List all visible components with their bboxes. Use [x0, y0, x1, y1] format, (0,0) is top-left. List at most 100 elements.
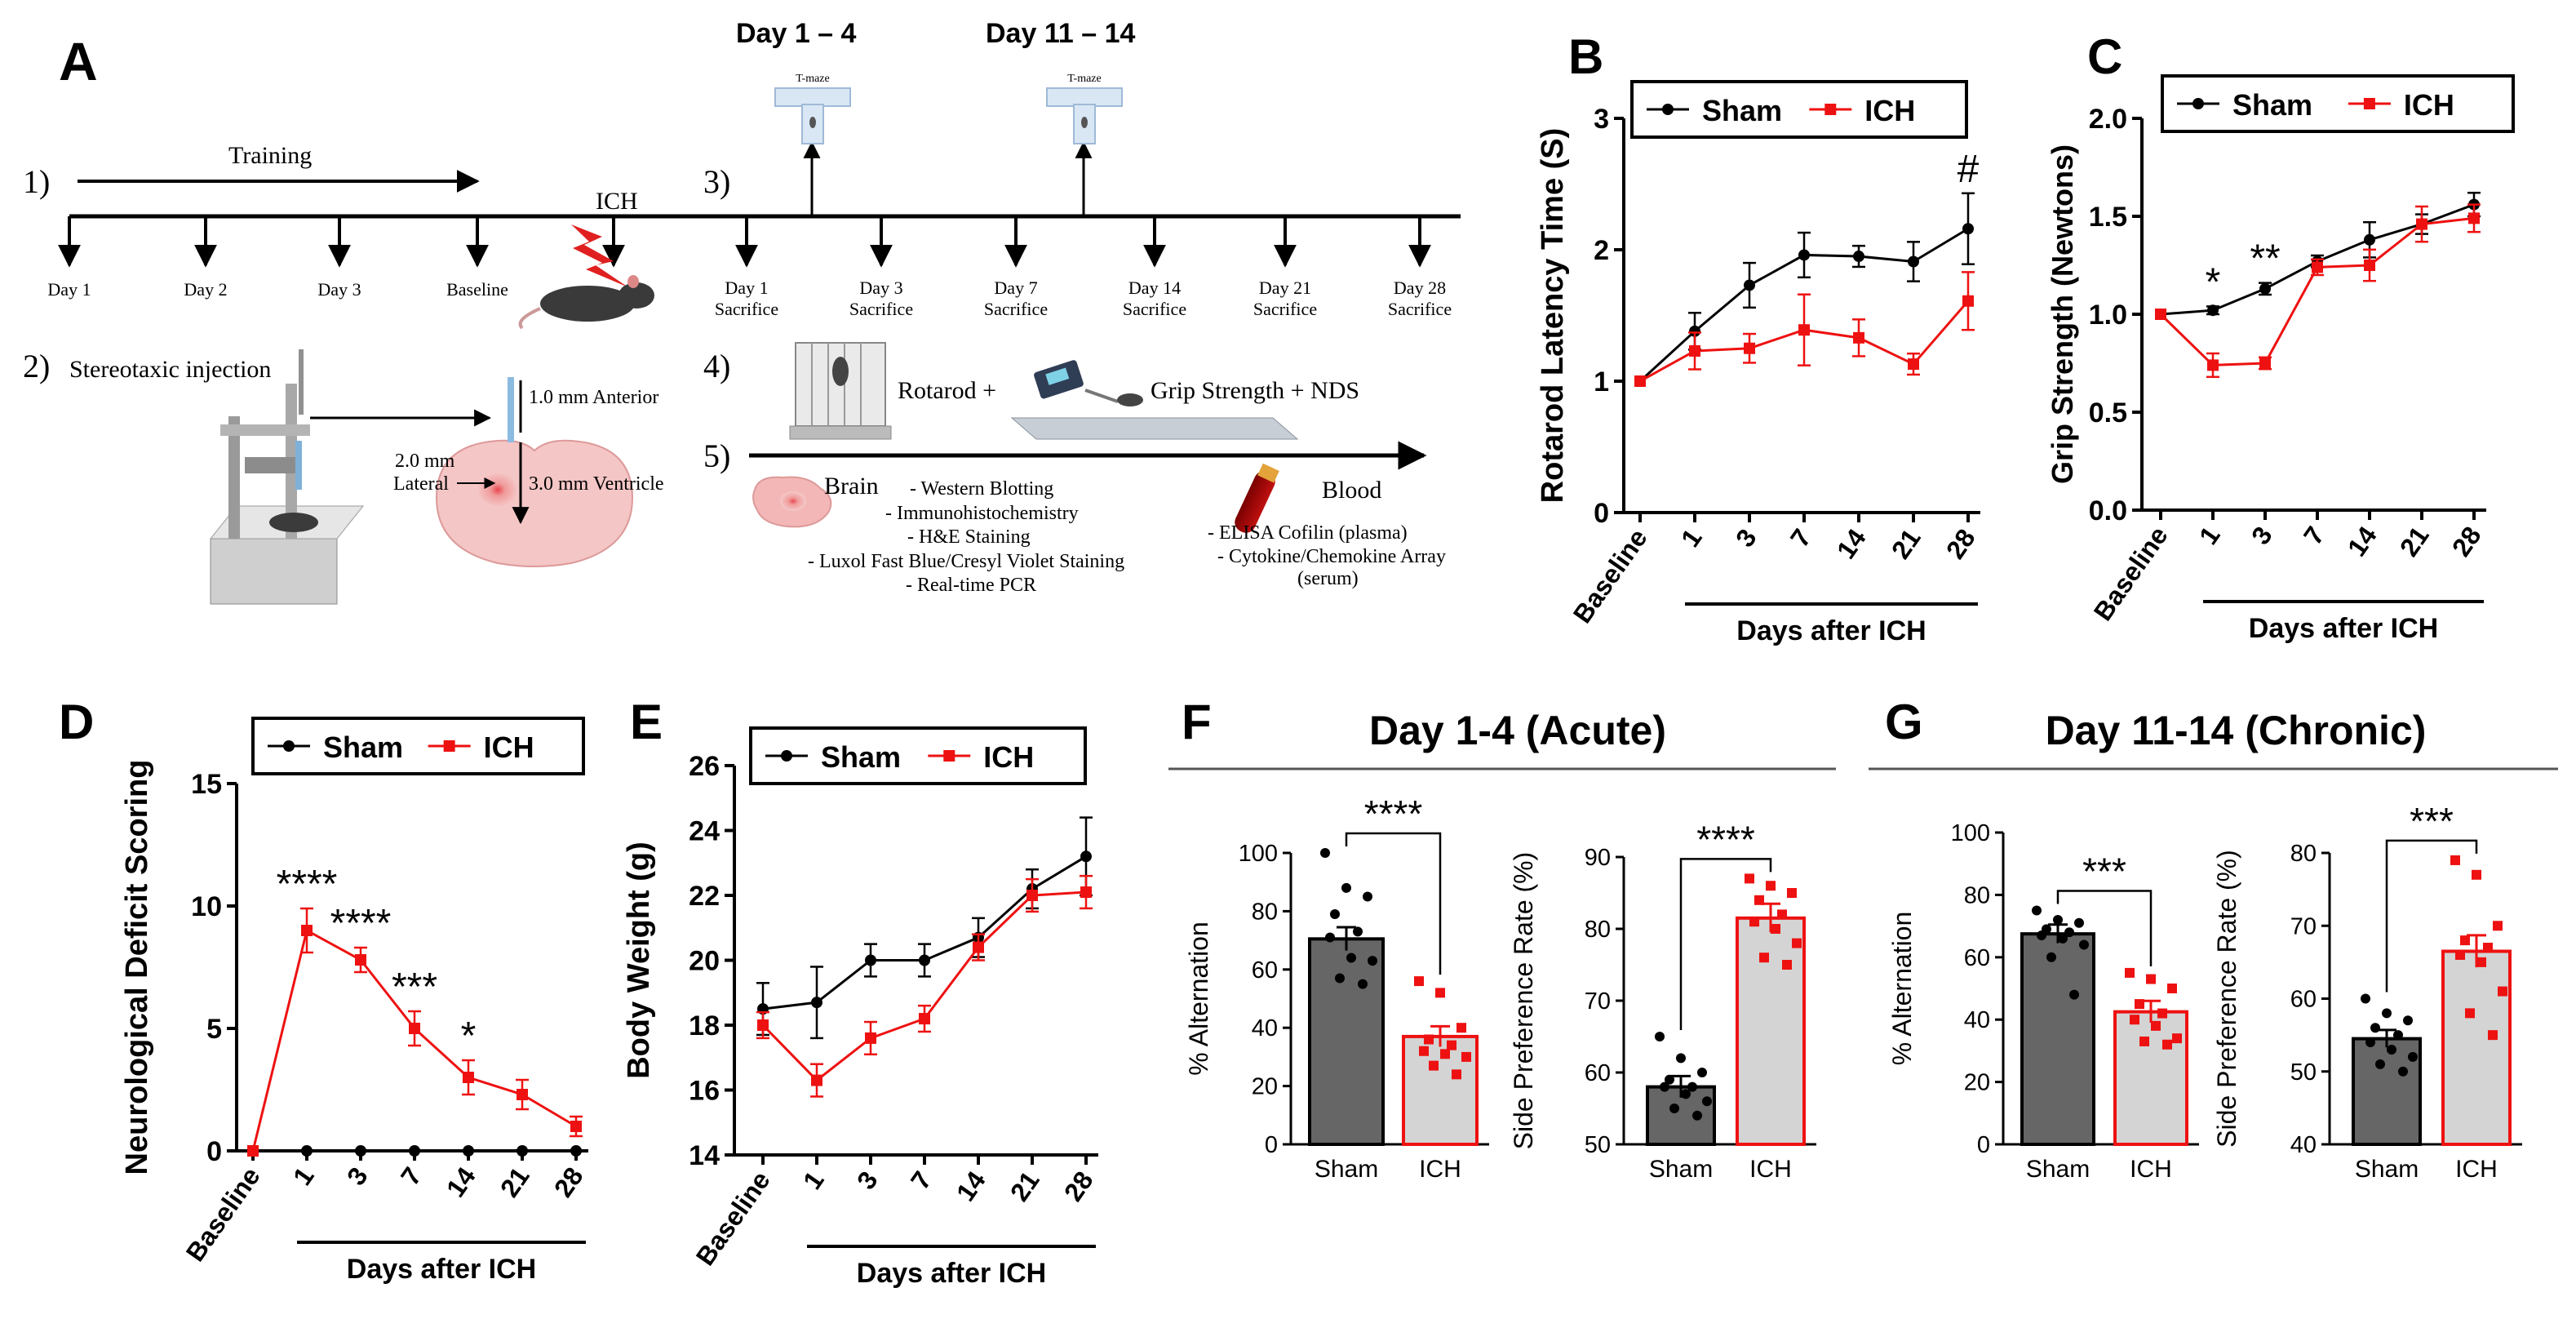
panel-d-nds-chart: D 0 5 10 15 Neurological Deficit Scoring Base… — [59, 695, 589, 1285]
x-axis-label: Days after ICH — [857, 1258, 1046, 1289]
data-point-ich — [409, 1023, 420, 1034]
data-point-sham — [1692, 1110, 1702, 1121]
data-point-sham — [463, 1145, 474, 1157]
blood-item: - Cytokine/Chemokine Array — [1217, 546, 1446, 567]
significance-marker: **** — [330, 902, 392, 945]
data-point-ich — [1435, 988, 1445, 998]
y-tick-label: 1 — [1594, 366, 1609, 397]
data-point-ich — [1771, 924, 1780, 934]
data-point-ich — [2472, 869, 2481, 880]
y-tick-label: 80 — [1585, 917, 1611, 943]
data-point-ich — [570, 1121, 582, 1132]
data-point-sham — [2074, 917, 2084, 928]
timeline-label: Sacrifice — [984, 299, 1048, 319]
legend-ich-label: ICH — [2404, 88, 2454, 122]
data-point-sham — [1962, 223, 1974, 235]
data-point-sham — [811, 997, 822, 1009]
data-point-ich — [2498, 986, 2507, 997]
data-point-sham — [1687, 1081, 1697, 1092]
data-point-ich — [1461, 1051, 1471, 1062]
training-label: Training — [228, 142, 312, 169]
significance-bracket — [2385, 839, 2478, 993]
bar-sham — [1308, 937, 1385, 1146]
x-tick-label: ICH — [1749, 1156, 1792, 1183]
y-axis-label: Side Preference Rate (%) — [2212, 850, 2241, 1148]
x-tick-label: Sham — [2026, 1156, 2090, 1183]
x-tick-label: 7 — [2298, 521, 2330, 549]
data-point-sham — [1697, 1068, 1707, 1077]
rotarod-icon — [789, 342, 892, 440]
x-tick-label: ICH — [1419, 1156, 1461, 1183]
data-point-sham — [2032, 905, 2042, 916]
data-point-ich — [1440, 1049, 1450, 1059]
y-tick-label: 100 — [1239, 841, 1278, 867]
legend-ich-marker — [2363, 98, 2375, 109]
data-point-sham — [1341, 882, 1351, 893]
x-tick-label: 3 — [851, 1166, 884, 1194]
significance-marker: *** — [2082, 850, 2126, 893]
x-tick-label: ICH — [2130, 1156, 2172, 1183]
brain-item: - Western Blotting — [910, 478, 1053, 500]
panel-letter-c: C — [2087, 29, 2122, 84]
panel-letter-d: D — [59, 695, 94, 749]
data-point-ich — [463, 1072, 474, 1083]
data-point-sham — [1346, 953, 1356, 963]
data-point-ich — [1424, 1034, 1434, 1045]
data-point-ich — [2476, 957, 2486, 967]
data-point-ich — [1744, 342, 1755, 354]
data-point-ich — [2488, 1030, 2498, 1041]
y-axis-label: Side Preference Rate (%) — [1509, 852, 1538, 1150]
x-tick-label: 3 — [341, 1161, 374, 1190]
data-point-ich — [2167, 984, 2177, 993]
significance-marker: **** — [277, 863, 338, 906]
y-tick-label: 18 — [689, 1010, 720, 1041]
data-point-ich — [1754, 895, 1764, 905]
significance-bracket — [1679, 858, 1772, 1030]
data-point-sham — [1330, 908, 1340, 919]
significance-marker: **** — [1364, 793, 1423, 835]
significance-marker: # — [1957, 148, 1980, 191]
panel-c-grip-chart: C 0.0 0.5 1.0 1.5 2.0 Grip Strength (Newtons)… — [2046, 29, 2515, 644]
x-tick-label: Sham — [1315, 1156, 1378, 1183]
blood-item: - ELISA Cofilin (plasma) — [1208, 522, 1408, 544]
y-tick-label: 2.0 — [2089, 104, 2127, 135]
timeline-label: Day 1 — [47, 279, 91, 300]
x-tick-label: 1 — [2193, 521, 2226, 549]
significance-bracket — [1345, 832, 1442, 975]
y-tick-label: 5 — [206, 1014, 222, 1045]
bar-sham — [2020, 932, 2095, 1147]
data-point-ich — [301, 925, 313, 936]
y-tick-label: 16 — [689, 1076, 720, 1107]
timeline-label: Day 21 — [1259, 278, 1311, 298]
rotarod-label: Rotarod + — [898, 377, 996, 404]
x-tick-label: 21 — [494, 1161, 535, 1202]
data-point-ich — [2455, 949, 2465, 960]
data-point-sham — [1320, 848, 1330, 858]
y-axis-label: % Alternation — [1184, 922, 1213, 1076]
data-point-sham — [865, 954, 876, 966]
data-point-sham — [1702, 1096, 1712, 1107]
data-point-sham — [2069, 989, 2079, 1000]
y-tick-label: 15 — [191, 769, 222, 800]
data-point-sham — [1798, 249, 1810, 261]
data-point-ich — [1429, 1060, 1439, 1071]
data-point-sham — [2408, 1051, 2418, 1062]
y-tick-label: 60 — [2290, 987, 2317, 1013]
panel-a-schematic: A 1) Training ICH Day 1 Day 2 Day 3 Baselin… — [23, 18, 1461, 605]
data-point-sham — [2053, 914, 2063, 925]
data-point-sham — [1080, 850, 1092, 863]
legend-ich-label: ICH — [1864, 94, 1915, 127]
blood-label: Blood — [1322, 477, 1381, 504]
data-point-ich — [355, 954, 366, 966]
data-point-sham — [355, 1145, 366, 1157]
data-point-sham — [2382, 1008, 2392, 1019]
data-point-ich — [757, 1019, 769, 1031]
y-axis-label: Neurological Deficit Scoring — [120, 760, 154, 1175]
day-1-4-label: Day 1 – 4 — [736, 18, 857, 49]
significance-marker: * — [2206, 260, 2221, 304]
x-tick-label: 28 — [1940, 523, 1981, 564]
x-tick-label: Sham — [2355, 1156, 2419, 1183]
data-point-ich — [2139, 1036, 2149, 1046]
data-point-sham — [2058, 933, 2068, 944]
data-point-ich — [517, 1089, 528, 1100]
